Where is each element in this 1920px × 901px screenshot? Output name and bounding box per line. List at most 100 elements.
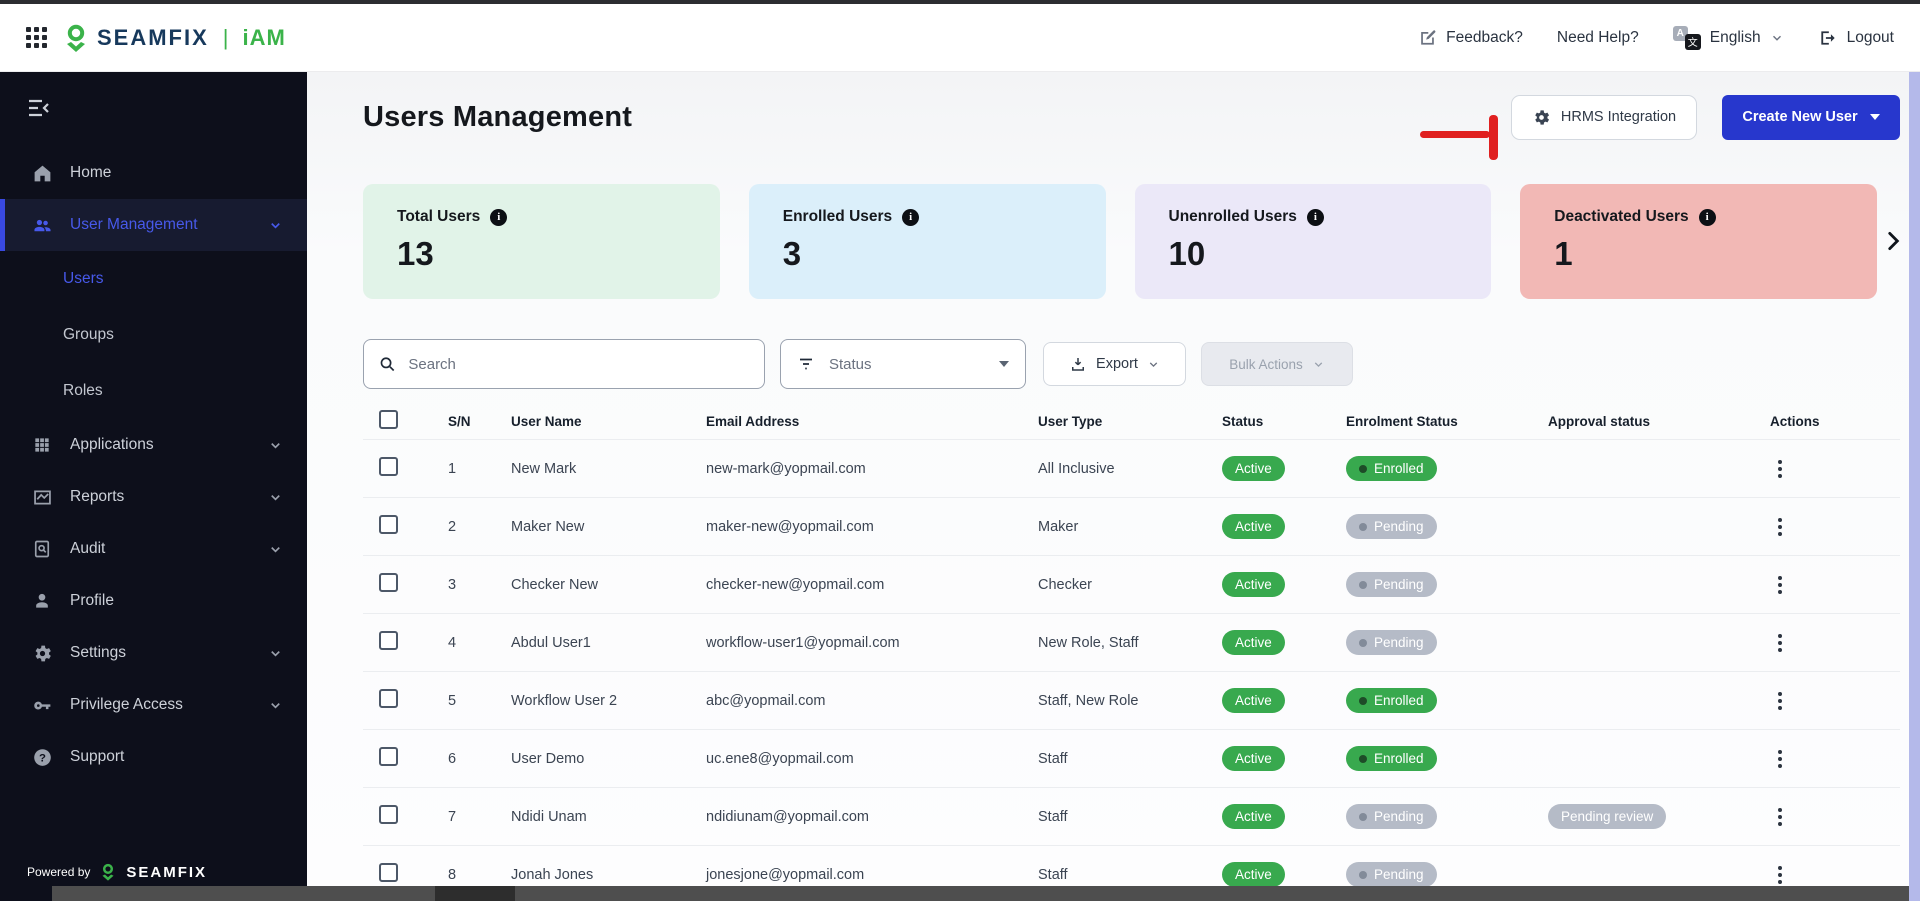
row-checkbox[interactable] — [379, 747, 398, 766]
table-row: 3 Checker New checker-new@yopmail.com Check… — [363, 555, 1900, 613]
chevron-down-icon — [268, 438, 283, 453]
status-badge: Pending — [1346, 630, 1437, 655]
info-icon[interactable]: i — [490, 208, 508, 226]
cell-enrolment-status: Enrolled — [1330, 688, 1532, 713]
sidebar-item-home[interactable]: Home — [0, 147, 307, 199]
cell-user-type: Maker — [1038, 518, 1079, 535]
sidebar-item-settings[interactable]: Settings — [0, 627, 307, 679]
sidebar-item-profile[interactable]: Profile — [0, 575, 307, 627]
table-row: 2 Maker New maker-new@yopmail.com Maker Acti… — [363, 497, 1900, 555]
cell-user-type: Staff — [1038, 750, 1068, 767]
row-actions-kebab-icon[interactable] — [1770, 630, 1790, 656]
stat-label: Unenrolled Users — [1168, 208, 1297, 225]
chevron-down-icon — [268, 490, 283, 505]
profile-icon — [32, 591, 53, 612]
caret-down-icon — [1869, 114, 1880, 120]
settings-gear-icon — [32, 643, 53, 664]
sidebar-collapse-icon[interactable] — [0, 72, 60, 123]
stat-card-unenrolled-users: Unenrolled Users i 10 — [1134, 184, 1492, 299]
stat-card-enrolled-users: Enrolled Users i 3 — [748, 184, 1106, 299]
row-checkbox[interactable] — [379, 631, 398, 650]
sidebar-item-reports[interactable]: Reports — [0, 471, 307, 523]
cell-user-name: New Mark — [511, 460, 577, 477]
sidebar-subitem-users[interactable]: Users — [63, 270, 104, 287]
export-button[interactable]: Export — [1043, 342, 1186, 386]
sidebar-subitem-roles[interactable]: Roles — [63, 382, 103, 399]
sidebar-item-label: Reports — [70, 488, 125, 505]
chevron-down-icon — [268, 646, 283, 661]
cell-email: jonesjone@yopmail.com — [706, 866, 865, 883]
logout-icon — [1820, 30, 1835, 45]
feedback-link[interactable]: Feedback? — [1418, 28, 1523, 47]
app-launcher-icon[interactable] — [26, 27, 47, 48]
seamfix-logo: SEAMFIX | iAM — [63, 24, 286, 52]
cell-user-name: Maker New — [511, 518, 585, 535]
status-filter-label: Status — [829, 355, 872, 373]
column-header-email: Email Address — [706, 413, 800, 429]
vertical-scrollbar[interactable] — [1909, 72, 1920, 901]
cell-enrolment-status: Pending — [1330, 862, 1532, 887]
table-row: 7 Ndidi Unam ndidiunam@yopmail.com Staff Act… — [363, 787, 1900, 845]
row-actions-kebab-icon[interactable] — [1770, 688, 1790, 714]
status-badge: Pending — [1346, 804, 1437, 829]
hrms-integration-button[interactable]: HRMS Integration — [1511, 94, 1697, 140]
create-new-user-button[interactable]: Create New User — [1722, 94, 1900, 140]
status-filter-dropdown[interactable]: Status — [780, 339, 1026, 389]
row-checkbox[interactable] — [379, 573, 398, 592]
sidebar-item-audit[interactable]: Audit — [0, 523, 307, 575]
chevron-down-icon — [268, 542, 283, 557]
row-actions-kebab-icon[interactable] — [1770, 514, 1790, 540]
row-checkbox[interactable] — [379, 805, 398, 824]
need-help-link[interactable]: Need Help? — [1556, 28, 1639, 46]
horizontal-scrollbar-thumb[interactable] — [435, 886, 515, 901]
sidebar-subitem-groups[interactable]: Groups — [63, 326, 114, 343]
cell-user-name: Checker New — [511, 576, 599, 593]
row-checkbox[interactable] — [379, 515, 398, 534]
search-input[interactable] — [408, 355, 750, 373]
sidebar-item-support[interactable]: ? Support — [0, 731, 307, 783]
sidebar-item-label: Privilege Access — [70, 696, 183, 713]
carousel-next-icon[interactable] — [1880, 226, 1906, 261]
cell-sn: 4 — [448, 634, 457, 651]
row-checkbox[interactable] — [379, 689, 398, 708]
row-checkbox[interactable] — [379, 457, 398, 476]
users-table: S/N User Name Email Address User Type St… — [363, 403, 1900, 901]
status-badge: Enrolled — [1346, 746, 1437, 771]
row-actions-kebab-icon[interactable] — [1770, 572, 1790, 598]
status-badge: Active — [1222, 862, 1285, 887]
stat-label: Total Users — [397, 208, 481, 225]
status-badge: Active — [1222, 630, 1285, 655]
table-row: 4 Abdul User1 workflow-user1@yopmail.com Ne… — [363, 613, 1900, 671]
row-checkbox[interactable] — [379, 863, 398, 882]
select-all-checkbox[interactable] — [379, 410, 398, 429]
row-actions-kebab-icon[interactable] — [1770, 746, 1790, 772]
cell-email: maker-new@yopmail.com — [706, 518, 874, 535]
cell-status: Active — [1206, 746, 1330, 771]
sidebar-item-applications[interactable]: Applications — [0, 419, 307, 471]
cell-enrolment-status: Enrolled — [1330, 746, 1532, 771]
info-icon[interactable]: i — [1306, 208, 1324, 226]
cell-user-name: Ndidi Unam — [511, 808, 587, 825]
status-badge: Enrolled — [1346, 456, 1437, 481]
filter-icon — [800, 358, 812, 370]
info-icon[interactable]: i — [1698, 208, 1716, 226]
stat-value: 10 — [1168, 235, 1206, 272]
row-actions-kebab-icon[interactable] — [1770, 862, 1790, 888]
cell-user-name: User Demo — [511, 750, 585, 767]
status-badge: Active — [1222, 572, 1285, 597]
cell-sn: 8 — [448, 866, 457, 883]
sidebar-item-privilege-access[interactable]: Privilege Access — [0, 679, 307, 731]
info-icon[interactable]: i — [902, 208, 920, 226]
row-actions-kebab-icon[interactable] — [1770, 804, 1790, 830]
horizontal-scrollbar[interactable] — [52, 886, 1909, 901]
sidebar-item-user-management[interactable]: User Management — [0, 199, 307, 251]
cell-status: Active — [1206, 572, 1330, 597]
bulk-actions-button[interactable]: Bulk Actions — [1201, 342, 1353, 386]
row-actions-kebab-icon[interactable] — [1770, 456, 1790, 482]
cell-sn: 3 — [448, 576, 457, 593]
logout-button[interactable]: Logout — [1818, 28, 1894, 48]
cell-sn: 7 — [448, 808, 457, 825]
stat-label: Deactivated Users — [1554, 208, 1689, 225]
